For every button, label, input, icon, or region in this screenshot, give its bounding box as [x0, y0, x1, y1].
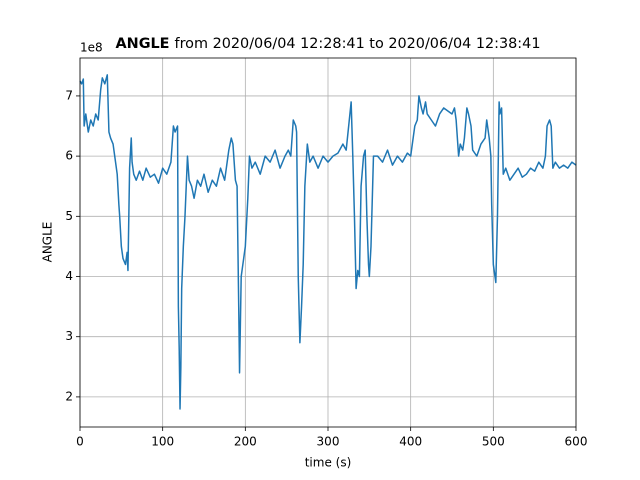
- title-bold: ANGLE: [116, 36, 170, 52]
- y-axis-label: ANGLE: [41, 222, 55, 263]
- x-tick-label: 600: [565, 435, 588, 449]
- x-tick-label: 0: [76, 435, 84, 449]
- plot-frame: [79, 57, 577, 428]
- x-tick-label: 500: [482, 435, 505, 449]
- y-tick-label: 2: [65, 389, 73, 403]
- x-tick-label: 200: [234, 435, 257, 449]
- y-tick-label: 5: [65, 209, 73, 223]
- title-rest: from 2020/06/04 12:28:41 to 2020/06/04 1…: [175, 36, 541, 52]
- chart-title: ANGLE from 2020/06/04 12:28:41 to 2020/06…: [116, 36, 541, 52]
- x-axis-label: time (s): [305, 456, 352, 470]
- x-tick-label: 400: [399, 435, 422, 449]
- x-tick-label: 300: [317, 435, 340, 449]
- y-tick-label: 3: [65, 329, 73, 343]
- y-tick-label: 7: [65, 88, 73, 102]
- x-tick-label: 100: [151, 435, 174, 449]
- y-tick-label: 4: [65, 269, 73, 283]
- y-tick-label: 6: [65, 149, 73, 163]
- offset-label: 1e8: [80, 41, 103, 55]
- data-line: [79, 74, 577, 410]
